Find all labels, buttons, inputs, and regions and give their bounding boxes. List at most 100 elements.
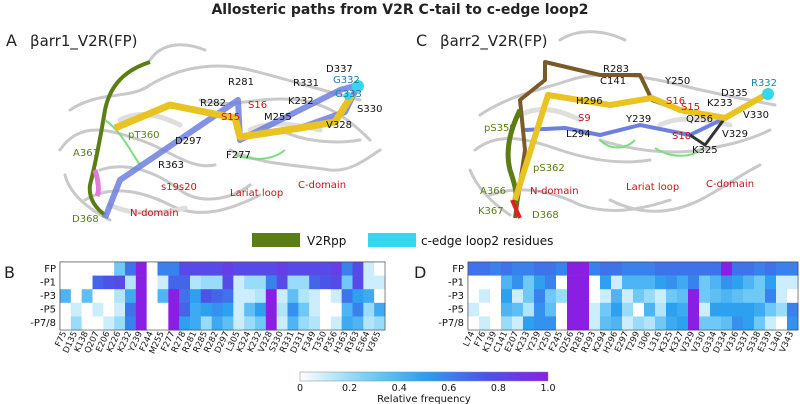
heatmap-d-cell (732, 302, 744, 317)
colorbar-tick-label: 0.6 (441, 383, 456, 394)
heatmap-d-cell (468, 302, 480, 317)
heatmap-b-cell (146, 316, 158, 331)
panel-a-label-r281: R281 (228, 77, 254, 88)
heatmap-b-cell (330, 302, 342, 317)
heatmap-d-cell (644, 275, 656, 290)
heatmap-b-cell (211, 316, 223, 331)
heatmap-d-cell (468, 275, 480, 290)
heatmap-d-cell (677, 316, 689, 331)
heatmap-b-cell (309, 275, 321, 290)
heatmap-b-cell (60, 316, 72, 331)
heatmap-b-cell (157, 302, 169, 317)
heatmap-b-cell (222, 275, 234, 290)
heatmap-d-cell (501, 302, 513, 317)
heatmap-d-cell (534, 262, 546, 276)
colorbar-tick-label: 0.4 (392, 383, 407, 394)
heatmap-b-cell (255, 262, 267, 276)
heatmap-b-cell (298, 289, 310, 304)
panel-c-label-d368: D368 (532, 210, 559, 221)
heatmap-d-cell (600, 289, 612, 304)
heatmap-b-cell (92, 316, 104, 331)
heatmap-d-cell (743, 302, 755, 317)
heatmap-d-cell (743, 262, 755, 276)
heatmap-b-cell (276, 302, 288, 317)
figure-title: Allosteric paths from V2R C-tail to c-ed… (211, 2, 589, 18)
panel-a-residue-labels: R281 D337 R331 G332 G333 R282 S16 K232 S330 S15 M2… (72, 64, 382, 225)
heatmap-b-cell (363, 275, 375, 290)
heatmap-b-cell (179, 262, 191, 276)
panel-c-yellow-path (512, 92, 767, 201)
heatmap-b-cell (244, 289, 256, 304)
panel-a-label-s16: S16 (248, 100, 267, 111)
heatmap-d-cell (787, 275, 799, 290)
heatmap-d-cell (677, 289, 689, 304)
heatmap-b-row-label: -P1 (40, 277, 56, 288)
heatmap-b-cell (70, 275, 82, 290)
legend-v2rpp-swatch (252, 233, 300, 247)
heatmap-d-cell (589, 289, 601, 304)
panel-a-green-loops (104, 119, 286, 166)
colorbar-tick-label: 1.0 (540, 383, 555, 394)
heatmap-b-cell (222, 289, 234, 304)
heatmap-d-cell (622, 289, 634, 304)
panel-a-label-s330: S330 (357, 104, 382, 115)
panel-c-label-c141: C141 (600, 76, 626, 87)
heatmap-b-cell (125, 275, 137, 290)
panel-a-cedge-node-g333 (344, 92, 352, 100)
heatmap-d-cell (468, 262, 480, 276)
panel-c-label-s16: S16 (666, 96, 685, 107)
heatmap-d-cell (699, 289, 711, 304)
heatmap-d-cell (721, 302, 733, 317)
heatmap-b-row-label: FP (44, 264, 56, 275)
heatmap-b-cell (114, 275, 126, 290)
heatmap-d-cell (633, 316, 645, 331)
heatmap-b-cell (330, 262, 342, 276)
heatmap-b-cell (287, 302, 299, 317)
heatmap-d-cell (523, 275, 535, 290)
heatmap-d-cell (479, 289, 491, 304)
heatmap-d-cell (490, 275, 502, 290)
heatmap-d-cell (688, 275, 700, 290)
heatmap-b-cell (200, 275, 212, 290)
heatmap-b-cell (103, 302, 115, 317)
heatmap-b-cell (265, 302, 277, 317)
heatmap-b-cell (92, 275, 104, 290)
panel-c-label-s18: S18 (672, 131, 691, 142)
heatmap-b-cell (330, 289, 342, 304)
heatmap-d-cell (589, 262, 601, 276)
heatmap-d-cell (677, 262, 689, 276)
heatmap-d-cell (765, 316, 777, 331)
panel-d-letter: D (414, 263, 426, 282)
panel-c-label-cdomain: C-domain (706, 179, 754, 190)
heatmap-b-cell (135, 289, 147, 304)
heatmap-d-row-label: -P1 (448, 277, 464, 288)
heatmap-b-cell (70, 302, 82, 317)
heatmap-b-cell (309, 262, 321, 276)
panel-a-label-d337: D337 (326, 64, 353, 75)
heatmap-d-cell (721, 289, 733, 304)
heatmap-d-row-label: -P3 (448, 291, 464, 302)
panel-a-label-g333: G333 (335, 89, 362, 100)
heatmap-b-cell (125, 289, 137, 304)
heatmap-d-cell (754, 289, 766, 304)
heatmap-d-cell (567, 275, 579, 290)
heatmap-b-cell (265, 316, 277, 331)
heatmap-b-cell (298, 302, 310, 317)
heatmap-d-cell (721, 262, 733, 276)
heatmap-d-cell (776, 262, 788, 276)
heatmap-b-cell (320, 302, 332, 317)
heatmap-b-cell (255, 289, 267, 304)
heatmap-d-cell (721, 275, 733, 290)
heatmap-b-cell (374, 289, 386, 304)
colorbar-gradient (299, 371, 549, 382)
heatmap-b: FP-P1-P3-P5-P7/8F75D135K138Q207E206K226K… (30, 261, 386, 356)
heatmap-d-cell (611, 262, 623, 276)
heatmap-d-cell (611, 289, 623, 304)
heatmap-b-cell (265, 275, 277, 290)
heatmap-d-cell (787, 302, 799, 317)
heatmap-b-cell (135, 302, 147, 317)
heatmap-d-cell (501, 262, 513, 276)
heatmap-d-cell (754, 262, 766, 276)
heatmap-b-cell (276, 262, 288, 276)
heatmap-d-cell (578, 275, 590, 290)
